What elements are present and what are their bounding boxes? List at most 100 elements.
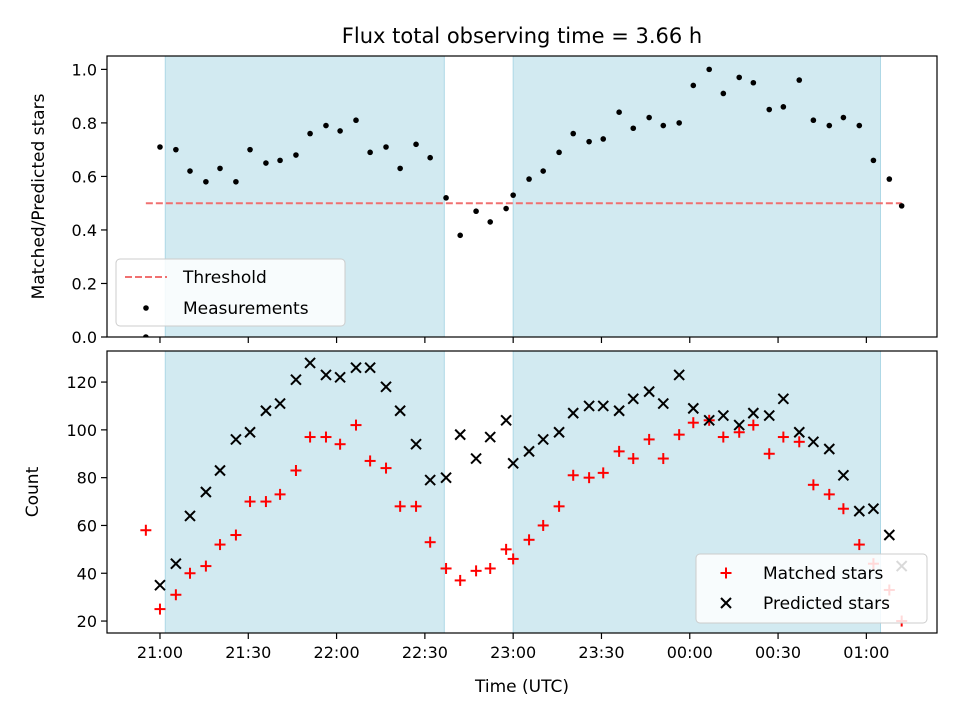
matched-star-point	[793, 436, 805, 448]
x-d2	[260, 405, 272, 417]
predicted-star-point	[334, 371, 346, 383]
x-d2	[440, 471, 452, 484]
y-axis-label: Count	[23, 466, 43, 517]
matched-star-point	[837, 503, 849, 515]
x-tick-label: 22:30	[402, 643, 448, 662]
predicted-star-point	[553, 426, 565, 438]
x-d2	[500, 414, 512, 427]
predicted-star-point	[214, 464, 226, 477]
predicted-star-point	[424, 474, 436, 486]
matched-star-point	[763, 448, 775, 460]
matched-star-point	[687, 417, 699, 429]
predicted-star-point	[304, 357, 316, 369]
x-d2	[304, 357, 316, 369]
legend-measurement-swatch	[143, 305, 149, 311]
predicted-star-point	[567, 407, 579, 419]
predicted-star-point	[747, 407, 760, 419]
chart-title: Flux total observing time = 3.66 h	[342, 24, 702, 48]
measurement-point	[676, 120, 682, 126]
matched-star-point	[184, 567, 196, 579]
measurement-point	[616, 109, 622, 115]
y-tick-label: 60	[77, 516, 97, 535]
predicted-star-point	[627, 393, 639, 405]
observing-window-2	[513, 56, 881, 337]
measurement-point	[173, 146, 179, 153]
measurement-point	[826, 122, 833, 129]
matched-star-point	[657, 453, 669, 465]
y-tick-label: 0.0	[72, 328, 97, 347]
x-d2	[613, 405, 625, 417]
measurement-point	[690, 82, 697, 89]
matched-star-point	[777, 431, 789, 443]
measurement-point	[217, 165, 223, 172]
predicted-star-point	[717, 409, 730, 422]
matched-star-point	[553, 500, 565, 512]
predicted-star-point	[230, 433, 242, 446]
measurement-point	[556, 149, 562, 156]
x-d2	[793, 426, 805, 438]
ratio-panel: 0.0 0.2 0.4 0.6 0.8 1.0 Matched/Predicted star…	[29, 55, 938, 347]
x-d2	[703, 414, 715, 427]
predicted-star-point	[454, 428, 466, 441]
measurement-point	[383, 144, 389, 150]
measurement-point	[203, 178, 209, 185]
measurement-point	[766, 106, 773, 113]
x-d2	[717, 409, 730, 422]
measurement-point	[307, 130, 313, 137]
x-d2	[763, 409, 775, 422]
axes-frame	[106, 55, 938, 338]
measurement-point	[187, 168, 193, 174]
predicted-star-point	[703, 414, 715, 427]
x-d2	[583, 400, 595, 412]
matched-star-point	[717, 431, 729, 443]
predicted-star-point	[597, 400, 609, 412]
legend-predicted-swatch	[720, 597, 732, 609]
measurement-point	[570, 130, 577, 137]
x-axis-label: Time (UTC)	[474, 677, 569, 697]
predicted-star-point	[410, 438, 422, 450]
legend-threshold-label: Threshold	[182, 268, 267, 288]
matched-star-point	[334, 438, 346, 450]
measurement-point	[337, 128, 343, 134]
x-d2	[837, 469, 850, 481]
x-d2	[867, 503, 880, 515]
measurement-point	[277, 157, 283, 164]
x-d2	[230, 433, 242, 446]
matched-star-point	[304, 431, 316, 443]
measurement-point	[510, 192, 516, 198]
x-d2	[597, 400, 609, 412]
predicted-star-point	[484, 431, 496, 443]
measurement-point	[503, 205, 509, 212]
predicted-star-point	[793, 426, 805, 438]
predicted-star-point	[837, 469, 850, 481]
measurement-point	[367, 149, 373, 156]
predicted-star-point	[507, 457, 519, 470]
x-d2	[290, 373, 302, 386]
x-d2	[320, 369, 332, 381]
x-d2	[484, 431, 496, 443]
measurement-point	[157, 144, 163, 150]
legend-box	[695, 553, 928, 624]
measurement-point	[630, 125, 637, 132]
y-tick-label: 0.6	[72, 167, 97, 186]
legend-matched-label: Matched stars	[763, 564, 883, 584]
predicted-star-point	[823, 443, 835, 455]
x-tick-label: 00:00	[667, 643, 713, 662]
measurement-point	[870, 157, 877, 164]
predicted-star-point	[537, 433, 549, 446]
matched-star-point	[260, 496, 272, 508]
x-tick-label: 22:00	[314, 643, 360, 662]
predicted-star-point	[853, 505, 866, 517]
measurement-point	[750, 79, 757, 86]
matched-star-point	[484, 562, 496, 574]
matched-star-point	[170, 589, 182, 601]
measurement-point	[646, 114, 652, 121]
measurement-point	[660, 122, 667, 129]
y-tick-label: 80	[77, 469, 97, 488]
matched-star-point	[733, 426, 745, 438]
measurement-point	[233, 178, 239, 185]
matched-star-point	[673, 429, 685, 441]
x-d2	[410, 438, 422, 450]
matched-star-point	[244, 496, 256, 508]
